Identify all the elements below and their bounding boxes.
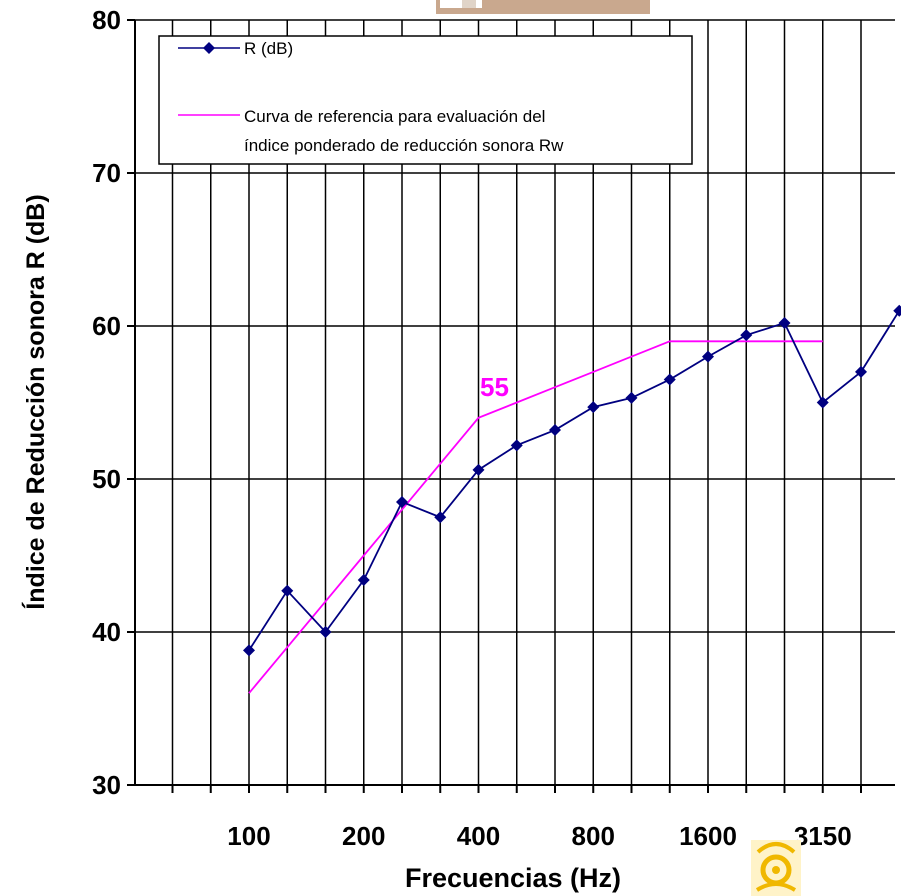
reference-curve [248, 340, 823, 694]
logo-crown [756, 842, 796, 854]
y-tick-label: 60 [92, 311, 121, 341]
x-tick-label: 1600 [679, 821, 737, 851]
legend-ref-label-line1: Curva de referencia para evaluación del [244, 107, 545, 126]
r-db-series [243, 304, 901, 657]
logo-icon [751, 840, 801, 896]
legend-r-label: R (dB) [244, 39, 293, 58]
x-tick-labels: 100 200 400 800 1600 3150 [227, 821, 851, 851]
r-db-point [663, 373, 676, 386]
x-tick-label: 100 [227, 821, 270, 851]
r-db-point [625, 391, 638, 404]
legend: R (dB) Curva de referencia para evaluaci… [158, 35, 693, 165]
y-tick-label: 30 [92, 770, 121, 800]
r-db-point [243, 644, 255, 657]
y-tick-label: 80 [92, 5, 121, 35]
r-db-point [549, 424, 561, 437]
logo-base [755, 882, 797, 892]
axes [127, 19, 895, 793]
x-tick-label: 800 [572, 821, 615, 851]
r-db-point [472, 463, 485, 476]
r-db-point [702, 350, 714, 363]
rw-annotation: 55 [480, 372, 509, 402]
r-db-point [855, 365, 867, 378]
legend-box [158, 35, 693, 165]
x-axis-title: Frecuencias (Hz) [405, 863, 621, 893]
r-db-line [248, 310, 901, 651]
top-image-strip-mark [462, 0, 476, 8]
x-tick-label: 400 [457, 821, 500, 851]
x-tick-label: 200 [342, 821, 385, 851]
legend-ref-label-line2: índice ponderado de reducción sonora Rw [244, 136, 564, 155]
reference-curve-line [248, 340, 823, 694]
top-image-strip [436, 0, 650, 14]
r-db-point [396, 495, 408, 508]
x-tick-label: 3150 [794, 821, 852, 851]
top-image-strip-light [440, 0, 482, 8]
r-db-point [893, 304, 901, 317]
r-db-point [510, 439, 523, 452]
r-db-point [281, 584, 294, 597]
y-tick-label: 40 [92, 617, 121, 647]
r-db-point [319, 626, 332, 638]
y-tick-label: 50 [92, 464, 121, 494]
legend-r-marker [203, 42, 215, 54]
y-tick-labels: 30 40 50 60 70 80 [92, 5, 121, 800]
r-db-point [778, 316, 791, 329]
logo-center [772, 866, 780, 874]
r-db-point [587, 401, 600, 414]
r-db-point [434, 511, 447, 524]
y-tick-label: 70 [92, 158, 121, 188]
r-db-point [357, 573, 370, 586]
y-axis-title: Índice de Reducción sonora R (dB) [21, 194, 50, 609]
r-db-point [740, 329, 753, 342]
r-db-point [816, 396, 829, 409]
